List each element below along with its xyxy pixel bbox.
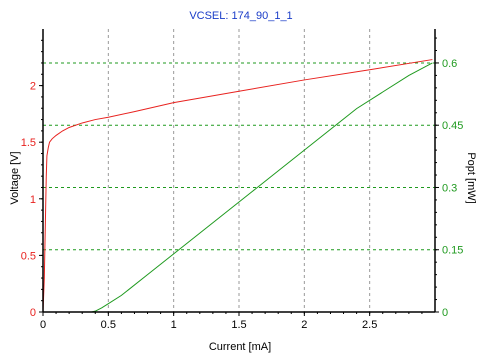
y-left-tick-label: 0 bbox=[30, 307, 36, 319]
x-tick-label: 0 bbox=[40, 319, 46, 331]
y-left-tick-label: 1.5 bbox=[21, 137, 36, 149]
popt-series-line bbox=[43, 62, 433, 313]
y-axis-left-label: Voltage [V] bbox=[9, 151, 21, 204]
y-axis-right-label: Popt [mW] bbox=[465, 152, 477, 203]
x-tick-label: 0.5 bbox=[101, 319, 116, 331]
y-right-tick-label: 0.15 bbox=[442, 245, 463, 257]
ticks: 0 0.5 1 1.5 2 2.5 0 0.5 1 1.5 2 0 0.15 0.3 0.45 0.6 bbox=[21, 37, 463, 331]
x-tick-label: 1.5 bbox=[231, 319, 246, 331]
y-right-tick-label: 0.3 bbox=[442, 182, 457, 194]
x-tick-label: 2.5 bbox=[362, 319, 377, 331]
y-right-tick-label: 0 bbox=[442, 307, 448, 319]
grid bbox=[43, 29, 435, 312]
y-right-tick-label: 0.45 bbox=[442, 120, 463, 132]
y-left-tick-label: 1 bbox=[30, 194, 36, 206]
y-left-tick-label: 0.5 bbox=[21, 250, 36, 262]
x-tick-label: 2 bbox=[301, 319, 307, 331]
voltage-series-line bbox=[42, 59, 433, 313]
y-left-tick-label: 2 bbox=[30, 81, 36, 93]
x-axis-label: Current [mA] bbox=[209, 341, 271, 353]
x-tick-label: 1 bbox=[171, 319, 177, 331]
chart-title: VCSEL: 174_90_1_1 bbox=[189, 10, 292, 22]
y-right-tick-label: 0.6 bbox=[442, 58, 457, 70]
series-group bbox=[42, 59, 433, 313]
